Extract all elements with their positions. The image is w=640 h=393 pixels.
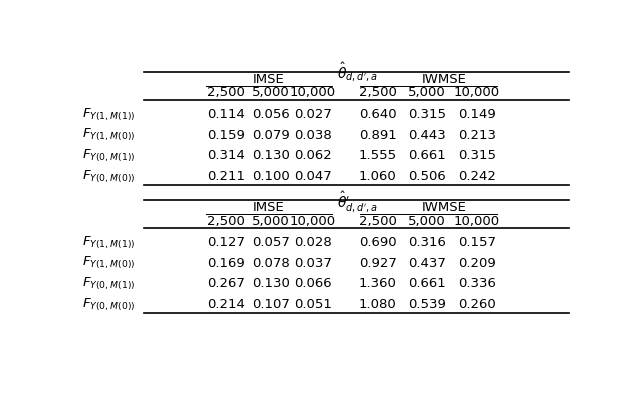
Text: 0.051: 0.051: [294, 298, 332, 311]
Text: 2,500: 2,500: [207, 215, 245, 228]
Text: 10,000: 10,000: [290, 86, 336, 99]
Text: 0.057: 0.057: [252, 236, 290, 249]
Text: 0.038: 0.038: [294, 129, 332, 142]
Text: 0.267: 0.267: [207, 277, 245, 290]
Text: $F_{Y(1,M(1))}$: $F_{Y(1,M(1))}$: [83, 107, 136, 123]
Text: $F_{Y(1,M(0))}$: $F_{Y(1,M(0))}$: [83, 127, 136, 143]
Text: 0.260: 0.260: [458, 298, 495, 311]
Text: 0.169: 0.169: [207, 257, 245, 270]
Text: 2,500: 2,500: [207, 86, 245, 99]
Text: 10,000: 10,000: [454, 86, 500, 99]
Text: 0.211: 0.211: [207, 170, 245, 183]
Text: IWMSE: IWMSE: [422, 73, 467, 86]
Text: 0.314: 0.314: [207, 149, 245, 162]
Text: IMSE: IMSE: [253, 73, 284, 86]
Text: 0.316: 0.316: [408, 236, 446, 249]
Text: 0.127: 0.127: [207, 236, 245, 249]
Text: 0.130: 0.130: [252, 149, 290, 162]
Text: $\hat{\theta}^{\prime}_{d,d^{\prime},a}$: $\hat{\theta}^{\prime}_{d,d^{\prime},a}$: [337, 189, 378, 214]
Text: 0.539: 0.539: [408, 298, 446, 311]
Text: IWMSE: IWMSE: [422, 201, 467, 214]
Text: 0.690: 0.690: [359, 236, 396, 249]
Text: 1.080: 1.080: [359, 298, 396, 311]
Text: 5,000: 5,000: [408, 86, 446, 99]
Text: 0.242: 0.242: [458, 170, 496, 183]
Text: 0.078: 0.078: [252, 257, 290, 270]
Text: 0.640: 0.640: [359, 108, 396, 121]
Text: 0.661: 0.661: [408, 277, 446, 290]
Text: 0.037: 0.037: [294, 257, 332, 270]
Text: 5,000: 5,000: [408, 215, 446, 228]
Text: 0.114: 0.114: [207, 108, 245, 121]
Text: $F_{Y(0,M(1))}$: $F_{Y(0,M(1))}$: [83, 275, 136, 292]
Text: 0.437: 0.437: [408, 257, 446, 270]
Text: 0.149: 0.149: [458, 108, 495, 121]
Text: IMSE: IMSE: [253, 201, 284, 214]
Text: $F_{Y(1,M(0))}$: $F_{Y(1,M(0))}$: [83, 255, 136, 272]
Text: 0.159: 0.159: [207, 129, 245, 142]
Text: 0.336: 0.336: [458, 277, 496, 290]
Text: 2,500: 2,500: [358, 215, 397, 228]
Text: $F_{Y(0,M(1))}$: $F_{Y(0,M(1))}$: [83, 148, 136, 164]
Text: 0.130: 0.130: [252, 277, 290, 290]
Text: 0.157: 0.157: [458, 236, 496, 249]
Text: 0.506: 0.506: [408, 170, 446, 183]
Text: 0.062: 0.062: [294, 149, 332, 162]
Text: 0.107: 0.107: [252, 298, 290, 311]
Text: 0.028: 0.028: [294, 236, 332, 249]
Text: 0.056: 0.056: [252, 108, 290, 121]
Text: 0.661: 0.661: [408, 149, 446, 162]
Text: $F_{Y(1,M(1))}$: $F_{Y(1,M(1))}$: [83, 235, 136, 251]
Text: 0.027: 0.027: [294, 108, 332, 121]
Text: 2,500: 2,500: [358, 86, 397, 99]
Text: 10,000: 10,000: [290, 215, 336, 228]
Text: 1.360: 1.360: [358, 277, 397, 290]
Text: 0.079: 0.079: [252, 129, 290, 142]
Text: 0.443: 0.443: [408, 129, 446, 142]
Text: 5,000: 5,000: [252, 86, 290, 99]
Text: 0.891: 0.891: [359, 129, 396, 142]
Text: 0.927: 0.927: [358, 257, 397, 270]
Text: 0.214: 0.214: [207, 298, 245, 311]
Text: 0.047: 0.047: [294, 170, 332, 183]
Text: 0.315: 0.315: [408, 108, 446, 121]
Text: 0.315: 0.315: [458, 149, 496, 162]
Text: 0.213: 0.213: [458, 129, 496, 142]
Text: $F_{Y(0,M(0))}$: $F_{Y(0,M(0))}$: [83, 168, 136, 185]
Text: 1.555: 1.555: [358, 149, 397, 162]
Text: 0.066: 0.066: [294, 277, 332, 290]
Text: 5,000: 5,000: [252, 215, 290, 228]
Text: $\hat{\theta}_{d,d^{\prime},a}$: $\hat{\theta}_{d,d^{\prime},a}$: [337, 61, 378, 84]
Text: 0.100: 0.100: [252, 170, 290, 183]
Text: 10,000: 10,000: [454, 215, 500, 228]
Text: $F_{Y(0,M(0))}$: $F_{Y(0,M(0))}$: [83, 296, 136, 312]
Text: 0.209: 0.209: [458, 257, 495, 270]
Text: 1.060: 1.060: [359, 170, 396, 183]
